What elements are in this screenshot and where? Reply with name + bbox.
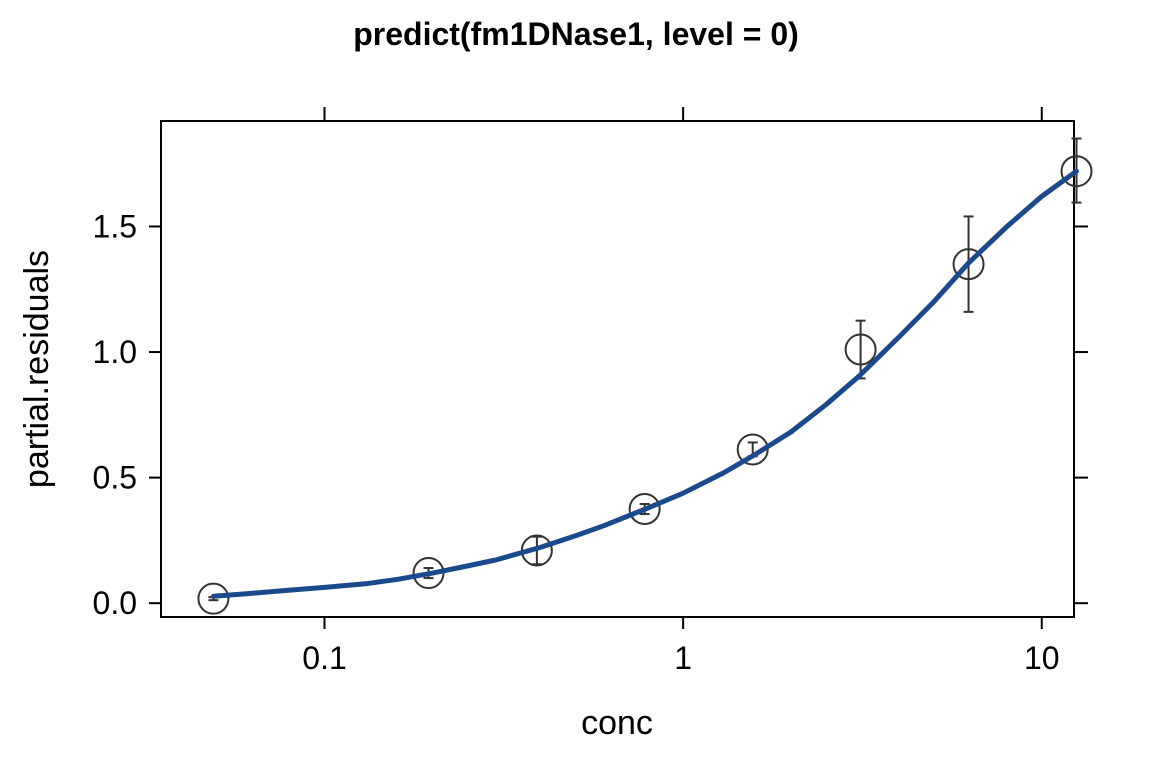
- fitted-curve: [210, 168, 1079, 599]
- x-tick-label: 10: [1024, 640, 1060, 676]
- y-tick-label: 0.0: [93, 585, 137, 621]
- y-tick-label: 1.0: [93, 334, 137, 370]
- plot-area: [197, 137, 1093, 615]
- y-tick-label: 1.5: [93, 208, 137, 244]
- data-point: [952, 248, 985, 281]
- data-point: [197, 582, 230, 615]
- data-point: [844, 333, 877, 366]
- x-axis-label: conc: [581, 704, 653, 742]
- y-axis-label: partial.residuals: [18, 250, 56, 488]
- y-tick-label: 0.5: [93, 460, 137, 496]
- chart-title: predict(fm1DNase1, level = 0): [353, 16, 799, 52]
- data-point: [1060, 155, 1093, 188]
- x-tick-label: 1: [674, 640, 692, 676]
- y-axis: 0.0 0.5 1.0 1.5: [93, 208, 1088, 621]
- x-tick-label: 0.1: [302, 640, 346, 676]
- x-axis: 0.1 1 10: [302, 107, 1060, 676]
- plot-frame: [160, 120, 1075, 618]
- data-point: [628, 493, 661, 526]
